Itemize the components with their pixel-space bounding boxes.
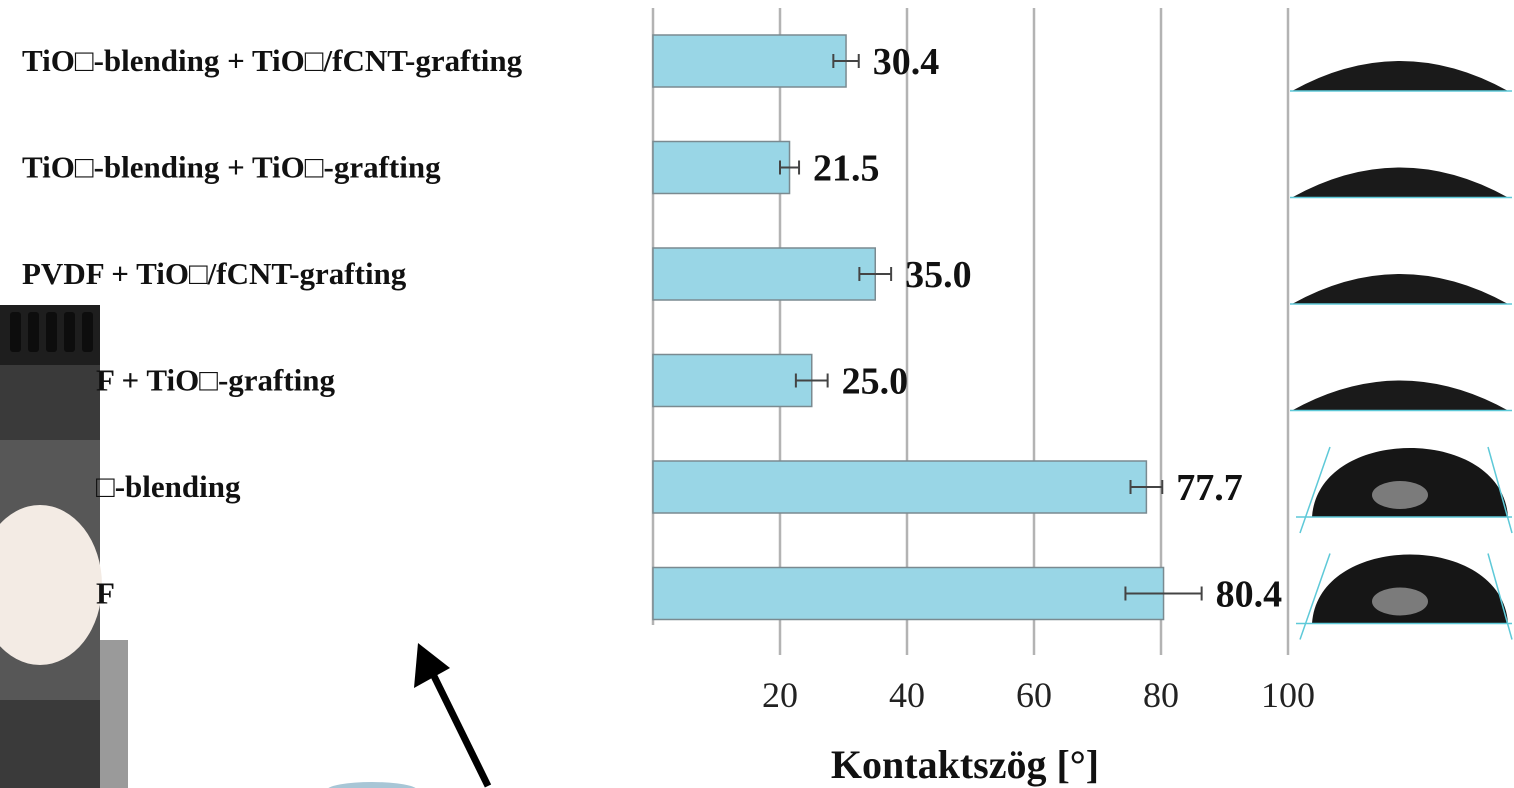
y-tick-label: TiO□-blending + TiO□-grafting <box>22 150 441 185</box>
data-label: 21.5 <box>813 148 880 190</box>
photo-droplet <box>328 782 416 788</box>
arrow-icon <box>428 670 492 788</box>
x-tick-label: 80 <box>1143 675 1179 715</box>
x-tick-label: 100 <box>1261 675 1315 715</box>
data-label: 80.4 <box>1216 574 1283 616</box>
bar <box>652 353 813 408</box>
arrow-head <box>414 643 450 688</box>
instrument-photo <box>0 305 492 788</box>
x-tick-label: 60 <box>1016 675 1052 715</box>
data-label: 25.0 <box>842 361 909 403</box>
droplet-images <box>1290 11 1514 640</box>
y-tick-label: F + TiO□-grafting <box>96 363 336 398</box>
bar <box>652 566 1165 621</box>
droplet-image <box>1290 11 1514 107</box>
droplet-image <box>1290 330 1514 427</box>
droplet-image <box>1291 437 1514 534</box>
photo-knob <box>46 312 57 352</box>
labels: 30.4 21.5 35.0 25.0 77.7 80.4 TiO□-blending + … <box>22 41 1282 616</box>
data-label: 30.4 <box>873 41 940 83</box>
bar <box>652 34 847 88</box>
bar <box>652 140 791 195</box>
bar <box>652 247 876 301</box>
droplet-image <box>1290 224 1514 320</box>
bar <box>652 460 1148 514</box>
photo-knob <box>28 312 39 352</box>
photo-knob <box>64 312 75 352</box>
y-tick-label: PVDF + TiO□/fCNT-grafting <box>22 256 407 291</box>
y-tick-label: □-blending <box>96 469 241 504</box>
x-tick-label: 20 <box>762 675 798 715</box>
y-tick-label: F <box>96 576 115 611</box>
data-label: 35.0 <box>905 254 972 296</box>
light-source <box>0 505 102 665</box>
photo-knob <box>10 312 21 352</box>
photo-edge <box>100 640 128 788</box>
x-axis-title: Kontaktszög [°] <box>831 742 1099 787</box>
photo-knob <box>82 312 93 352</box>
droplet-image <box>1291 543 1514 640</box>
x-tick-label: 40 <box>889 675 925 715</box>
y-tick-label: TiO□-blending + TiO□/fCNT-grafting <box>22 43 523 78</box>
bars <box>652 34 1203 621</box>
droplet-image <box>1290 117 1514 214</box>
gridlines: 20 40 60 80 100 <box>651 8 1315 715</box>
data-label: 77.7 <box>1176 467 1243 509</box>
